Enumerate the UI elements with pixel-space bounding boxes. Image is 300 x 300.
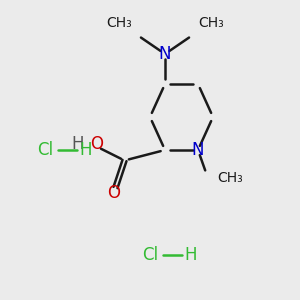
- Text: N: N: [159, 45, 171, 63]
- Text: O: O: [90, 135, 104, 153]
- Text: Cl: Cl: [142, 246, 158, 264]
- Text: Cl: Cl: [37, 141, 53, 159]
- Text: CH₃: CH₃: [106, 16, 132, 30]
- Text: CH₃: CH₃: [218, 172, 243, 185]
- Text: H: H: [79, 141, 92, 159]
- Text: N: N: [192, 141, 204, 159]
- Text: H: H: [72, 135, 84, 153]
- Text: CH₃: CH₃: [198, 16, 224, 30]
- Text: H: H: [184, 246, 197, 264]
- Text: O: O: [107, 184, 121, 202]
